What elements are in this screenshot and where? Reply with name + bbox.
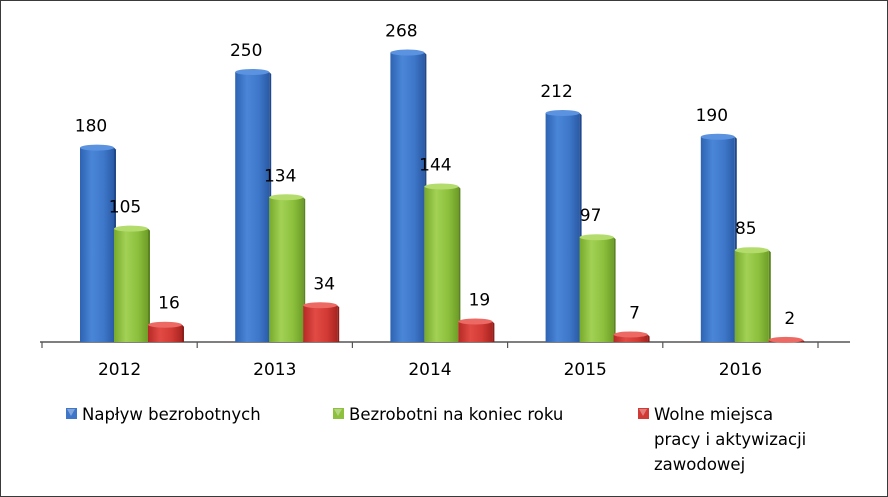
bar	[148, 321, 184, 342]
legend-label-line-2: pracy i aktywizacji	[654, 430, 807, 449]
bar-side	[337, 305, 340, 342]
legend-label: Napływ bezrobotnych	[82, 405, 261, 424]
bar-top	[700, 133, 735, 140]
bar	[579, 234, 616, 342]
bar-front	[734, 250, 769, 342]
bar-side	[613, 237, 616, 342]
bar	[458, 318, 495, 342]
x-tick-label: 2014	[408, 360, 451, 380]
bar-top	[734, 247, 769, 254]
legend-label-line-1: Wolne miejsca	[654, 405, 774, 424]
data-label: 180	[75, 117, 107, 137]
bar	[303, 302, 340, 342]
x-tick-label: 2012	[98, 360, 141, 380]
bar	[235, 69, 272, 342]
data-label: 212	[540, 82, 572, 102]
data-label: 85	[735, 219, 757, 239]
bar	[424, 183, 461, 342]
legend-swatch-red-icon	[638, 408, 649, 419]
bar-front	[424, 186, 459, 342]
bar	[734, 247, 771, 342]
data-label: 16	[158, 294, 180, 314]
bar-top	[148, 321, 182, 328]
bar-chart: 2012 2013 2014 2015 2016 180 105 16 250 134 34 268…	[40, 22, 850, 380]
bar-side	[647, 334, 650, 342]
bar-top	[269, 194, 304, 201]
legend-item-wolne-miejsca: Wolne miejsca pracy i aktywizacji zawodowe…	[638, 402, 868, 477]
bar-side	[148, 228, 150, 342]
bar-top	[80, 144, 114, 151]
x-tick-label: 2016	[719, 360, 762, 380]
bar-top	[768, 336, 803, 343]
bar-top	[424, 183, 459, 190]
data-label: 144	[419, 155, 451, 175]
legend-label: Bezrobotni na koniec roku	[349, 405, 564, 424]
data-label: 190	[696, 106, 728, 126]
bar-front	[545, 113, 580, 342]
bar-front	[390, 52, 425, 343]
bar-top	[114, 225, 148, 232]
legend-swatch-blue-icon	[66, 408, 77, 419]
data-label: 250	[230, 41, 262, 61]
bar-top	[579, 234, 614, 241]
bar-top	[303, 302, 338, 309]
data-label: 134	[264, 166, 296, 186]
bar-front	[458, 321, 493, 342]
bar-front	[235, 72, 270, 342]
bar-front	[269, 197, 304, 342]
bar-front	[700, 136, 735, 342]
x-tick-label: 2015	[564, 360, 607, 380]
data-label: 19	[469, 290, 491, 310]
bar-side	[802, 339, 805, 342]
bar-top	[458, 318, 493, 325]
bar-side	[768, 250, 771, 342]
bar-front	[148, 324, 182, 342]
bar-front	[303, 305, 338, 342]
bar-top	[613, 331, 648, 338]
bar-side	[182, 324, 184, 342]
bar	[114, 225, 150, 342]
bar-top	[390, 49, 425, 56]
data-label: 97	[580, 206, 602, 226]
bar	[269, 194, 306, 342]
data-label: 105	[109, 198, 141, 218]
bar	[545, 110, 582, 342]
bar-front	[613, 334, 648, 342]
bar	[613, 331, 650, 342]
bar-side	[458, 186, 461, 342]
legend-label-line-3: zawodowej	[654, 455, 746, 474]
bar	[768, 336, 805, 343]
bar-front	[80, 147, 114, 342]
legend-item-bezrobotni: Bezrobotni na koniec roku	[333, 402, 563, 427]
bar-top	[235, 69, 270, 75]
bar	[390, 49, 427, 343]
bar	[700, 133, 737, 342]
bar-top	[545, 110, 580, 117]
bar-front	[114, 228, 148, 342]
x-tick-label: 2013	[253, 360, 296, 380]
bar-side	[492, 321, 495, 342]
bar	[80, 144, 116, 342]
legend-swatch-green-icon	[333, 408, 344, 419]
data-label: 7	[629, 303, 640, 323]
bar-front	[579, 237, 614, 342]
data-label: 268	[385, 22, 417, 42]
data-label: 34	[313, 274, 335, 294]
data-label: 2	[784, 309, 795, 329]
legend-item-napływ: Napływ bezrobotnych	[66, 402, 261, 427]
